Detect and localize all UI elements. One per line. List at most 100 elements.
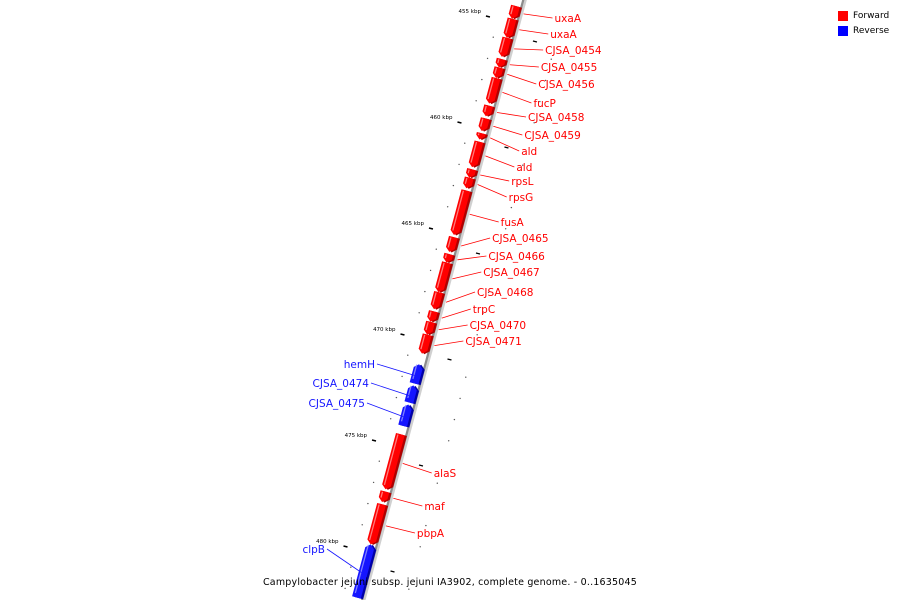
gene-arrow[interactable] bbox=[463, 176, 474, 189]
gene-highlight bbox=[505, 18, 511, 34]
tick-major bbox=[457, 121, 462, 124]
gene-cjsa-0466[interactable] bbox=[443, 252, 456, 264]
gene-rpsg[interactable] bbox=[463, 176, 476, 189]
gene-cjsa-0471[interactable] bbox=[418, 333, 434, 355]
legend-swatch-forward bbox=[838, 11, 848, 21]
tick-major bbox=[428, 227, 434, 230]
gene-arrow[interactable] bbox=[492, 66, 504, 78]
gene-leader-line bbox=[490, 137, 520, 152]
tick-minor-right bbox=[476, 334, 478, 336]
gene-arrow[interactable] bbox=[367, 503, 386, 545]
gene-label-cjsa-0456: CJSA_0456 bbox=[538, 79, 595, 91]
gene-label-rpsg: rpsG bbox=[509, 192, 534, 204]
scale-ticks: 455 kbp 460 kbp 465 kbp 470 kbp 475 kbp 480 k… bbox=[316, 9, 552, 590]
legend-item-forward: Forward bbox=[838, 9, 889, 23]
gene-fucp[interactable] bbox=[485, 76, 503, 105]
tick-minor bbox=[367, 502, 369, 505]
gene-uxaa[interactable] bbox=[503, 17, 519, 39]
tick-minor-right bbox=[459, 397, 461, 400]
gene-clpb[interactable] bbox=[352, 544, 377, 600]
tick-minor bbox=[395, 396, 398, 399]
gene-arrow[interactable] bbox=[446, 235, 458, 252]
gene-cjsa-0458[interactable] bbox=[482, 104, 496, 117]
gene-arrow[interactable] bbox=[418, 333, 432, 354]
gene-maf[interactable] bbox=[378, 490, 392, 503]
gene-leader-line bbox=[519, 29, 549, 35]
gene-pbpa[interactable] bbox=[367, 503, 389, 545]
tick-minor bbox=[475, 100, 477, 102]
tick-minor-right bbox=[430, 503, 433, 506]
gene-ald[interactable] bbox=[468, 140, 486, 168]
gene-arrow[interactable] bbox=[423, 320, 435, 335]
tick-major bbox=[485, 15, 491, 18]
gene-arrow[interactable] bbox=[468, 140, 484, 168]
gene-cjsa-0455[interactable] bbox=[495, 57, 508, 68]
gene-cjsa-0475[interactable] bbox=[398, 404, 414, 428]
gene-leader-line bbox=[480, 174, 510, 182]
gene-cjsa-0467[interactable] bbox=[435, 261, 453, 293]
gene-label-cjsa-0471: CJSA_0471 bbox=[465, 336, 521, 348]
tick-minor bbox=[401, 375, 403, 378]
tick-minor bbox=[344, 587, 346, 590]
gene-leader-line bbox=[477, 184, 507, 198]
gene-label-cjsa-0465: CJSA_0465 bbox=[492, 233, 548, 245]
gene-cjsa-0465[interactable] bbox=[446, 235, 460, 253]
gene-cjsa-0474[interactable] bbox=[404, 385, 420, 405]
tick-minor-right bbox=[453, 418, 456, 421]
gene-cjsa-0468[interactable] bbox=[430, 291, 446, 310]
gene-trpc[interactable] bbox=[427, 310, 440, 323]
gene-alas[interactable] bbox=[382, 433, 407, 490]
gene-cjsa-0470[interactable] bbox=[423, 320, 438, 336]
tick-minor-right bbox=[544, 79, 547, 82]
gene-arrow[interactable] bbox=[478, 117, 490, 131]
gene-leader-line bbox=[507, 73, 537, 85]
gene-arrow[interactable] bbox=[498, 36, 512, 57]
gene-arrow[interactable] bbox=[485, 76, 501, 104]
gene-arrow[interactable] bbox=[430, 291, 443, 310]
gene-uxaa[interactable] bbox=[508, 4, 522, 20]
gene-label-cjsa-0468: CJSA_0468 bbox=[477, 287, 533, 299]
tick-minor bbox=[418, 312, 420, 314]
gene-label-ald: ald bbox=[516, 162, 532, 174]
gene-leader-line bbox=[469, 213, 499, 223]
tick-minor bbox=[429, 269, 432, 272]
gene-leader-line bbox=[438, 324, 468, 331]
gene-highlight bbox=[494, 67, 498, 74]
gene-leader-line bbox=[441, 308, 471, 319]
gene-label-cjsa-0454: CJSA_0454 bbox=[545, 45, 602, 57]
gene-arrow[interactable] bbox=[450, 189, 471, 235]
tick-minor bbox=[435, 248, 437, 250]
tick-minor-right bbox=[465, 376, 467, 378]
gene-label-cjsa-0467: CJSA_0467 bbox=[483, 267, 539, 279]
gene-arrow[interactable] bbox=[427, 310, 438, 322]
gene-arrow[interactable] bbox=[503, 17, 517, 38]
gene-leader-line bbox=[502, 91, 532, 104]
gene-cjsa-0454[interactable] bbox=[498, 36, 514, 58]
gene-rpsl[interactable] bbox=[466, 168, 479, 179]
gene-leader-line bbox=[523, 13, 553, 19]
gene-highlight bbox=[484, 105, 487, 112]
tick-minor-right bbox=[510, 206, 513, 209]
gene-arrow[interactable] bbox=[508, 4, 520, 19]
tick-minor-right bbox=[436, 482, 439, 484]
gene-leader-line bbox=[509, 64, 539, 68]
gene-label-uxaa: uxaA bbox=[550, 29, 577, 41]
gene-cjsa-0456[interactable] bbox=[492, 66, 506, 79]
tick-minor-right bbox=[516, 185, 518, 188]
gene-cjsa-0459[interactable] bbox=[478, 117, 492, 132]
gene-arrow[interactable] bbox=[482, 104, 494, 117]
tick-minor bbox=[389, 418, 392, 420]
gene-arrow[interactable] bbox=[382, 433, 405, 490]
gene-ald[interactable] bbox=[476, 132, 488, 141]
gene-arrow[interactable] bbox=[378, 490, 390, 502]
legend-label-forward: Forward bbox=[853, 11, 890, 21]
gene-leader-line bbox=[376, 363, 415, 376]
gene-fusa[interactable] bbox=[450, 189, 473, 236]
gene-arrow[interactable] bbox=[435, 261, 451, 293]
gene-arrow[interactable] bbox=[409, 364, 423, 385]
gene-arrow[interactable] bbox=[404, 385, 417, 404]
gene-hemh[interactable] bbox=[409, 364, 425, 386]
tick-minor-right bbox=[504, 228, 507, 230]
gene-highlight bbox=[380, 491, 384, 498]
